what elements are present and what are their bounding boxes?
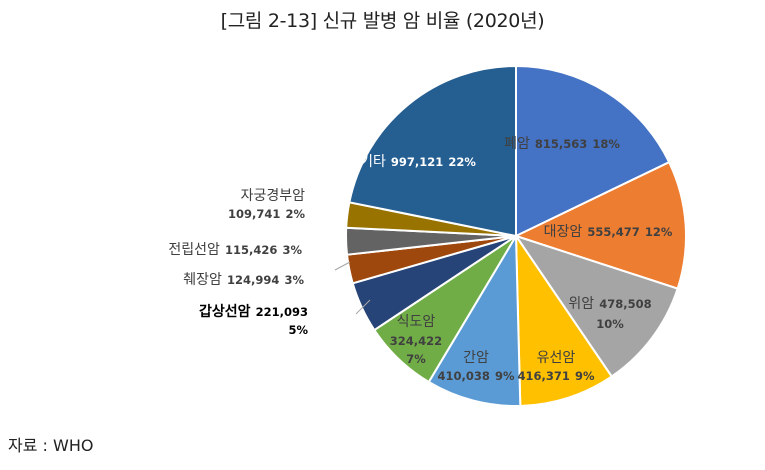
slice-label-7-1: 갑상선암 221,093	[199, 301, 308, 320]
pie-slice-3	[513, 234, 679, 378]
slice-value: 555,477	[587, 225, 639, 239]
slice-label-10-1: 자궁경부암	[241, 188, 306, 204]
pie-slice-1	[515, 64, 671, 238]
slice-label-6-3: 7%	[406, 352, 426, 366]
slice-label-7-2: 5%	[288, 323, 308, 337]
slice-label-5-2: 410,038 9%	[437, 365, 514, 384]
slice-label-5-1: 간암	[463, 350, 489, 366]
slice-name: 전립선암	[168, 242, 220, 258]
slice-value: 124,994	[227, 273, 279, 287]
slice-percent: 3%	[282, 243, 302, 257]
pie-slice-2	[513, 160, 687, 290]
slice-label-3-1: 위암 478,508	[568, 293, 651, 312]
slice-name: 유선암	[537, 350, 576, 366]
slice-label-4-2: 416,371 9%	[517, 365, 594, 384]
slice-value: 815,563	[535, 137, 587, 151]
slice-name: 식도암	[397, 314, 436, 330]
slice-value: 478,508	[599, 297, 651, 311]
slice-percent: 10%	[596, 317, 624, 331]
slice-name: 폐암	[504, 136, 530, 152]
slice-label-4-1: 유선암	[537, 350, 576, 366]
slice-value: 109,741	[228, 207, 280, 221]
slice-name: 기타	[360, 154, 386, 170]
slice-value: 324,422	[390, 334, 442, 348]
slice-label-8-1: 췌장암 124,994 3%	[183, 269, 304, 288]
slice-label-2-1: 대장암 555,477 12%	[544, 221, 673, 240]
slice-value: 410,038	[437, 369, 489, 383]
source-note: 자료 : WHO	[8, 436, 94, 455]
slice-name: 위암	[568, 296, 594, 312]
slice-percent: 22%	[448, 155, 476, 169]
leader-line-7	[355, 299, 371, 315]
slice-value: 997,121	[391, 155, 443, 169]
slice-percent: 12%	[645, 225, 673, 239]
slice-label-9-1: 전립선암 115,426 3%	[168, 239, 302, 258]
slice-name: 대장암	[544, 224, 583, 240]
slice-name: 췌장암	[183, 272, 222, 288]
slice-label-10-2: 109,741 2%	[228, 203, 305, 222]
slice-label-6-1: 식도암	[397, 314, 436, 330]
slice-value: 115,426	[225, 243, 277, 257]
slice-value: 221,093	[256, 305, 308, 319]
slice-percent: 2%	[285, 207, 305, 221]
slice-percent: 7%	[406, 352, 426, 366]
slice-name: 자궁경부암	[241, 188, 306, 204]
slice-percent: 18%	[592, 137, 620, 151]
slice-percent: 9%	[495, 369, 515, 383]
slice-label-11-1: 기타 997,121 22%	[360, 151, 476, 170]
slice-percent: 9%	[575, 369, 595, 383]
slice-name: 간암	[463, 350, 489, 366]
slice-label-6-2: 324,422	[390, 334, 442, 348]
pie-slice-5	[427, 232, 522, 407]
leader-line-8	[334, 261, 351, 271]
slice-name: 갑상선암	[199, 303, 251, 320]
slice-label-1-1: 폐암 815,563 18%	[504, 133, 620, 152]
slice-value: 416,371	[517, 369, 569, 383]
slice-percent: 3%	[284, 273, 304, 287]
pie-slice-4	[514, 232, 614, 407]
pie-slice-11	[348, 64, 517, 238]
chart-title: [그림 2-13] 신규 발병 암 비율 (2020년)	[220, 10, 545, 32]
slice-label-3-2: 10%	[596, 317, 624, 331]
slice-percent: 5%	[288, 323, 308, 337]
